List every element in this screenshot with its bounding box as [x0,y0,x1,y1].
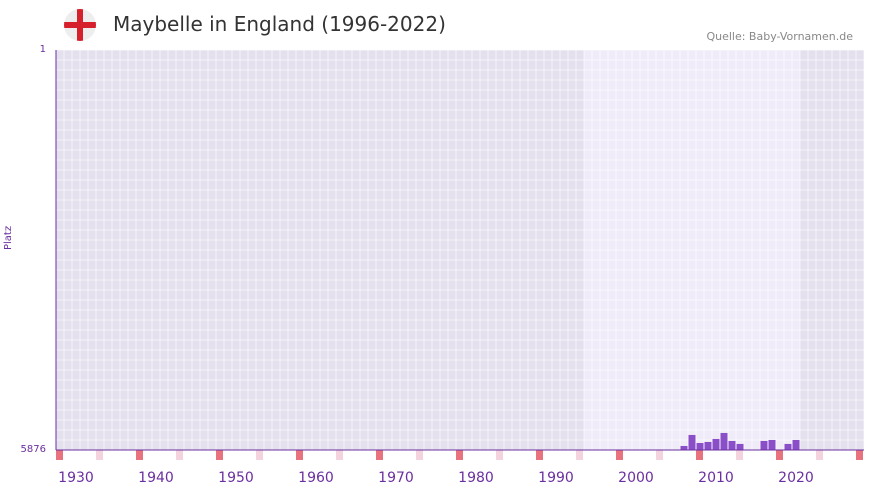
bar-2009 [704,441,712,450]
y-axis-label: Platz [3,225,14,250]
x-tick-1960: 1960 [298,470,334,486]
bar-2017 [768,439,776,450]
chart-title: Maybelle in England (1996-2022) [113,12,446,36]
decade-marker [456,450,463,460]
x-tick-1940: 1940 [138,470,174,486]
half-decade-marker [576,450,583,460]
decade-marker [536,450,543,460]
bar-2012 [728,440,736,450]
decade-marker [216,450,223,460]
decade-marker [376,450,383,460]
bar-2010 [712,438,720,450]
source-link[interactable]: Quelle: Baby-Vornamen.de [706,30,853,43]
bar-2020 [792,439,800,450]
x-tick-2000: 2000 [618,470,654,486]
half-decade-marker [736,450,743,460]
decade-marker [696,450,703,460]
decade-marker [616,450,623,460]
decade-marker [296,450,303,460]
x-tick-2020: 2020 [778,470,814,486]
decade-marker [856,450,863,460]
half-decade-marker [336,450,343,460]
y-tick-bottom: 5876 [20,444,46,455]
england-flag-icon [64,9,96,41]
half-decade-marker [256,450,263,460]
half-decade-marker [176,450,183,460]
bar-2019 [784,443,792,450]
x-tick-1950: 1950 [218,470,254,486]
bar-2016 [760,440,768,450]
half-decade-marker [96,450,103,460]
decade-marker [776,450,783,460]
half-decade-marker [816,450,823,460]
x-tick-1980: 1980 [458,470,494,486]
chart-plot: 1930 1940 1950 1960 1970 1980 1990 2000 2010 2020 [55,49,865,486]
half-decade-marker [656,450,663,460]
bar-2008 [696,442,704,450]
x-tick-1930: 1930 [58,470,94,486]
decade-marker [136,450,143,460]
x-tick-2010: 2010 [698,470,734,486]
x-tick-1990: 1990 [538,470,574,486]
half-decade-marker [496,450,503,460]
bar-2007 [688,434,696,450]
bar-2011 [720,432,728,450]
bar-2013 [736,443,744,450]
half-decade-marker [416,450,423,460]
decade-marker [56,450,63,460]
y-tick-top: 1 [39,44,46,55]
x-tick-1970: 1970 [378,470,414,486]
bar-2006 [680,445,688,450]
